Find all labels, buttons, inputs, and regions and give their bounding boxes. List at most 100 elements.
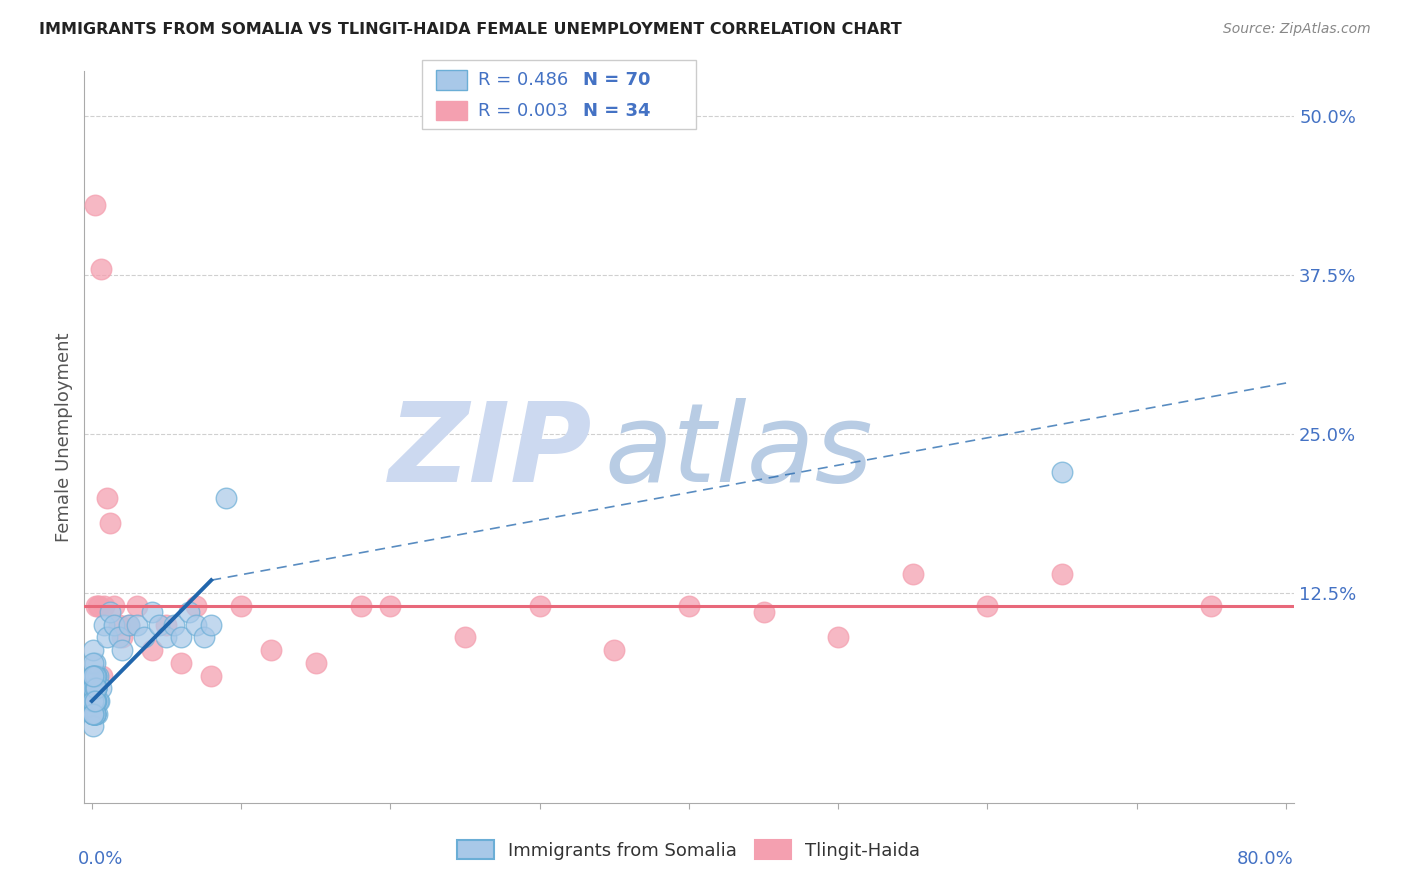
Text: atlas: atlas (605, 398, 873, 505)
Point (107, 631, 129, 645)
Point (82, 681, 104, 696)
Point (87, 668, 110, 682)
Point (84, 681, 107, 696)
Point (229, 599, 252, 613)
Point (82, 668, 104, 682)
Point (84, 694, 107, 708)
Point (87, 599, 110, 613)
Point (82, 681, 104, 696)
Point (107, 617, 129, 632)
Point (83, 694, 105, 708)
Point (82, 694, 104, 708)
Point (1201, 599, 1223, 613)
Point (170, 656, 193, 670)
Point (155, 617, 177, 632)
Point (83, 694, 105, 708)
Point (305, 656, 328, 670)
Point (529, 599, 551, 613)
Point (98, 516, 121, 530)
Point (82, 668, 104, 682)
Point (827, 631, 849, 645)
Point (155, 631, 177, 645)
Point (82, 706, 104, 721)
Point (349, 599, 371, 613)
Point (82, 706, 104, 721)
Point (752, 605, 775, 619)
Point (163, 617, 186, 632)
Point (82, 668, 104, 682)
Point (82, 668, 104, 682)
Point (89, 599, 111, 613)
Point (82, 694, 104, 708)
Point (84, 694, 107, 708)
Point (83, 706, 105, 721)
Point (91, 668, 114, 682)
Text: IMMIGRANTS FROM SOMALIA VS TLINGIT-HAIDA FEMALE UNEMPLOYMENT CORRELATION CHART: IMMIGRANTS FROM SOMALIA VS TLINGIT-HAIDA… (39, 22, 903, 37)
Point (118, 617, 141, 632)
Point (90, 261, 112, 276)
Point (125, 617, 148, 632)
Y-axis label: Female Unemployment: Female Unemployment (55, 333, 73, 541)
Point (86, 706, 108, 721)
Point (200, 668, 222, 682)
Point (215, 491, 238, 505)
Text: ZIP: ZIP (388, 398, 592, 505)
Point (84, 681, 107, 696)
Point (82, 706, 104, 721)
Point (83, 694, 105, 708)
Point (141, 643, 163, 657)
Point (82, 706, 104, 721)
Point (125, 599, 148, 613)
Point (177, 605, 200, 619)
Point (103, 617, 125, 632)
Point (98, 605, 121, 619)
Point (90, 681, 112, 696)
Point (96, 631, 118, 645)
Point (186, 599, 208, 613)
Point (83, 694, 105, 708)
Point (84, 668, 107, 682)
Point (1050, 566, 1073, 581)
Point (82, 668, 104, 682)
Point (84, 681, 107, 696)
Point (83, 694, 105, 708)
Point (83, 656, 105, 670)
Text: 80.0%: 80.0% (1237, 850, 1294, 868)
Point (96, 491, 118, 505)
Point (83, 706, 105, 721)
Point (132, 631, 155, 645)
Point (84, 599, 107, 613)
Text: N = 70: N = 70 (583, 71, 651, 89)
Point (118, 617, 141, 632)
Point (141, 605, 163, 619)
Point (84, 681, 107, 696)
Point (83, 198, 105, 212)
Point (82, 643, 104, 657)
Point (87, 694, 110, 708)
Point (93, 617, 115, 632)
Text: R = 0.486: R = 0.486 (478, 71, 568, 89)
Point (83, 706, 105, 721)
Point (84, 668, 107, 682)
Point (260, 643, 283, 657)
Point (83, 668, 105, 682)
Point (1050, 465, 1073, 479)
Point (89, 694, 111, 708)
Point (186, 617, 208, 632)
Legend: Immigrants from Somalia, Tlingit-Haida: Immigrants from Somalia, Tlingit-Haida (450, 833, 928, 867)
Point (83, 706, 105, 721)
Point (84, 681, 107, 696)
Text: R = 0.003: R = 0.003 (478, 102, 568, 120)
Point (976, 599, 998, 613)
Point (103, 599, 125, 613)
Point (200, 617, 222, 632)
Point (82, 694, 104, 708)
Point (678, 599, 700, 613)
Point (83, 681, 105, 696)
Point (82, 719, 104, 733)
Point (83, 681, 105, 696)
Point (603, 643, 626, 657)
Point (193, 631, 215, 645)
Point (83, 668, 105, 682)
Point (93, 599, 115, 613)
